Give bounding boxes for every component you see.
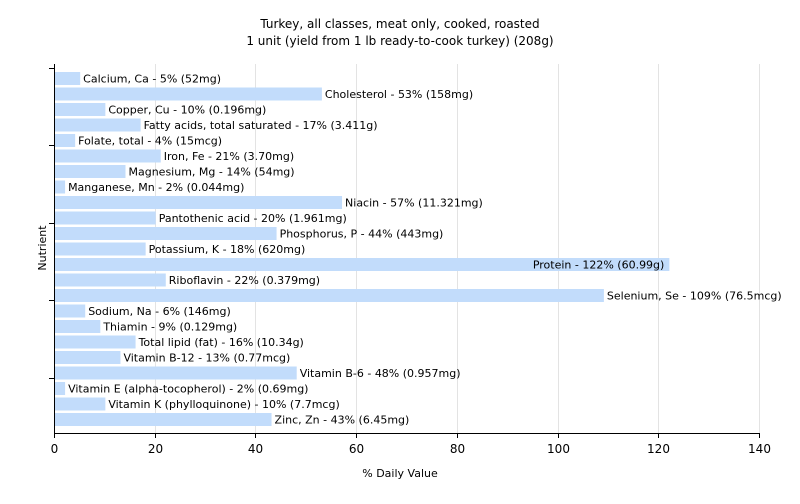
bar-label: Protein - 122% (60.99g) (533, 259, 665, 272)
bar-label: Copper, Cu - 10% (0.196mg) (108, 104, 266, 117)
bar-label: Vitamin E (alpha-tocopherol) - 2% (0.69m… (68, 383, 308, 396)
bar (55, 134, 76, 147)
bar (55, 196, 343, 209)
bar-label: Thiamin - 9% (0.129mg) (102, 321, 237, 334)
x-tick-label: 0 (51, 442, 59, 456)
bar (55, 397, 106, 411)
bar-label: Vitamin K (phylloquinone) - 10% (7.7mcg) (108, 398, 339, 411)
bar (55, 335, 136, 349)
bar (55, 320, 101, 333)
y-axis-label: Nutrient (36, 225, 49, 271)
bar (55, 87, 322, 101)
bar-label: Phosphorus, P - 44% (443mg) (280, 228, 444, 241)
chart-subtitle: 1 unit (yield from 1 lb ready-to-cook tu… (246, 34, 553, 48)
x-tick-label: 20 (148, 442, 163, 456)
bar-label: Potassium, K - 18% (620mg) (149, 243, 306, 256)
bar-label: Calcium, Ca - 5% (52mg) (83, 73, 221, 86)
x-tick-label: 100 (547, 442, 570, 456)
bar-label: Fatty acids, total saturated - 17% (3.41… (144, 119, 378, 132)
bar (55, 382, 66, 395)
bar (55, 227, 277, 240)
bar (55, 273, 166, 287)
bar (55, 304, 86, 318)
bar-label: Folate, total - 4% (15mcg) (78, 135, 222, 148)
bar-label: Vitamin B-12 - 13% (0.77mcg) (123, 352, 290, 365)
bar-label: Iron, Fe - 21% (3.70mg) (164, 150, 294, 163)
bar (55, 289, 604, 302)
bar (55, 258, 670, 271)
bar-label: Sodium, Na - 6% (146mg) (88, 305, 231, 318)
bar (55, 165, 126, 178)
bar (55, 413, 272, 426)
bar-label: Cholesterol - 53% (158mg) (325, 88, 473, 101)
bar-label: Pantothenic acid - 20% (1.961mg) (159, 212, 347, 225)
bar-label: Vitamin B-6 - 48% (0.957mg) (300, 367, 461, 380)
bars-layer (55, 72, 670, 426)
grid-layer (155, 64, 760, 433)
x-tick-label: 80 (450, 442, 465, 456)
bar-label: Magnesium, Mg - 14% (54mg) (129, 166, 295, 179)
bar-label: Selenium, Se - 109% (76.5mcg) (607, 290, 782, 303)
bar-labels-layer: Calcium, Ca - 5% (52mg) Cholesterol - 53%… (68, 73, 782, 427)
bar-label: Niacin - 57% (11.321mg) (345, 197, 483, 210)
bar (55, 351, 121, 364)
bar (55, 118, 141, 132)
bar (55, 72, 81, 85)
x-axis-label: % Daily Value (362, 467, 438, 480)
bar-label: Manganese, Mn - 2% (0.044mg) (68, 181, 244, 194)
axes-layer: 0 20 40 60 80 100 120 140 (49, 64, 771, 456)
chart-title: Turkey, all classes, meat only, cooked, … (259, 17, 539, 31)
x-tick-label: 60 (349, 442, 364, 456)
bar-label: Riboflavin - 22% (0.379mg) (169, 274, 320, 287)
bar-label: Zinc, Zn - 43% (6.45mg) (275, 414, 410, 427)
bar (55, 103, 106, 116)
bar-label: Total lipid (fat) - 16% (10.34g) (138, 336, 304, 349)
x-tick-label: 140 (748, 442, 771, 456)
bar (55, 180, 66, 194)
bar (55, 211, 156, 225)
bar (55, 242, 146, 256)
bar (55, 366, 297, 380)
bar (55, 149, 161, 163)
x-tick-label: 120 (647, 442, 670, 456)
x-tick-label: 40 (248, 442, 263, 456)
